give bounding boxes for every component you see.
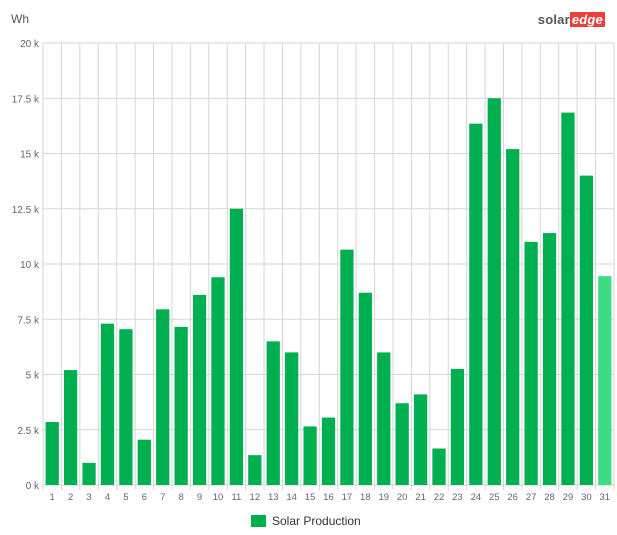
bar	[174, 326, 188, 485]
x-tick-label: 24	[471, 492, 482, 503]
y-tick-label: 12.5 k	[12, 205, 40, 216]
bar	[395, 403, 409, 485]
x-tick-label: 30	[581, 492, 592, 503]
x-tick-label: 6	[142, 492, 147, 503]
bar	[487, 98, 501, 485]
x-tick-label: 7	[160, 492, 165, 503]
x-tick-label: 5	[123, 492, 128, 503]
bar	[321, 417, 336, 485]
x-tick-label: 19	[378, 492, 389, 503]
bar	[450, 368, 465, 485]
legend-label: Solar Production	[272, 514, 361, 528]
y-tick-label: 7.5 k	[17, 315, 40, 326]
bar	[229, 208, 244, 485]
bar	[432, 448, 446, 485]
logo-text-edge: edge	[569, 12, 605, 27]
x-tick-label: 15	[305, 492, 316, 503]
y-tick-label: 15 k	[20, 150, 40, 161]
x-tick-label: 20	[397, 492, 408, 503]
x-tick-label: 4	[105, 492, 110, 503]
x-tick-label: 8	[178, 492, 183, 503]
bar	[579, 175, 594, 485]
x-tick-label: 10	[213, 492, 224, 503]
bar	[63, 370, 78, 485]
x-tick-label: 3	[86, 492, 91, 503]
x-tick-label: 17	[342, 492, 353, 503]
x-tick-label: 12	[250, 492, 261, 503]
legend-swatch	[251, 515, 266, 527]
x-tick-label: 25	[489, 492, 500, 503]
bar	[340, 249, 354, 485]
x-tick-label: 21	[415, 492, 426, 503]
x-tick-label: 11	[231, 492, 241, 503]
bar	[377, 352, 391, 485]
bar	[156, 309, 170, 485]
logo-text-solar: solar	[537, 12, 570, 27]
bar	[598, 276, 612, 485]
bar	[211, 277, 225, 485]
y-tick-label: 5 k	[26, 371, 40, 382]
bar	[413, 394, 428, 485]
x-tick-label: 9	[197, 492, 202, 503]
y-tick-label: 10 k	[20, 260, 40, 271]
bar	[82, 462, 96, 485]
x-tick-label: 14	[286, 492, 297, 503]
bar	[137, 439, 151, 485]
x-tick-label: 23	[452, 492, 463, 503]
x-tick-label: 27	[526, 492, 537, 503]
bar	[542, 233, 557, 485]
bar	[248, 455, 262, 485]
y-axis-unit-label: Wh	[11, 12, 29, 26]
x-tick-label: 28	[544, 492, 555, 503]
bar	[266, 341, 280, 485]
bar	[100, 323, 115, 485]
y-tick-label: 20 k	[20, 39, 40, 50]
x-tick-label: 31	[600, 492, 611, 503]
y-tick-label: 17.5 k	[12, 94, 40, 105]
legend[interactable]: Solar Production	[251, 514, 361, 528]
x-tick-label: 29	[563, 492, 574, 503]
bar	[45, 422, 59, 485]
bar	[285, 352, 299, 485]
x-tick-label: 13	[268, 492, 279, 503]
x-tick-label: 2	[68, 492, 73, 503]
x-tick-label: 22	[434, 492, 445, 503]
bar	[192, 294, 207, 485]
x-tick-label: 26	[507, 492, 518, 503]
x-tick-label: 16	[323, 492, 334, 503]
bar	[469, 123, 483, 485]
solaredge-logo: solar edge	[538, 12, 605, 27]
bar	[358, 292, 372, 485]
y-tick-label: 2.5 k	[17, 426, 40, 437]
bar	[524, 241, 538, 485]
y-tick-label: 0 k	[26, 481, 40, 492]
bar	[561, 112, 575, 486]
bar	[303, 426, 317, 485]
x-tick-label: 18	[360, 492, 371, 503]
x-tick-label: 1	[50, 492, 55, 503]
bar	[506, 149, 520, 485]
bar	[119, 329, 133, 485]
